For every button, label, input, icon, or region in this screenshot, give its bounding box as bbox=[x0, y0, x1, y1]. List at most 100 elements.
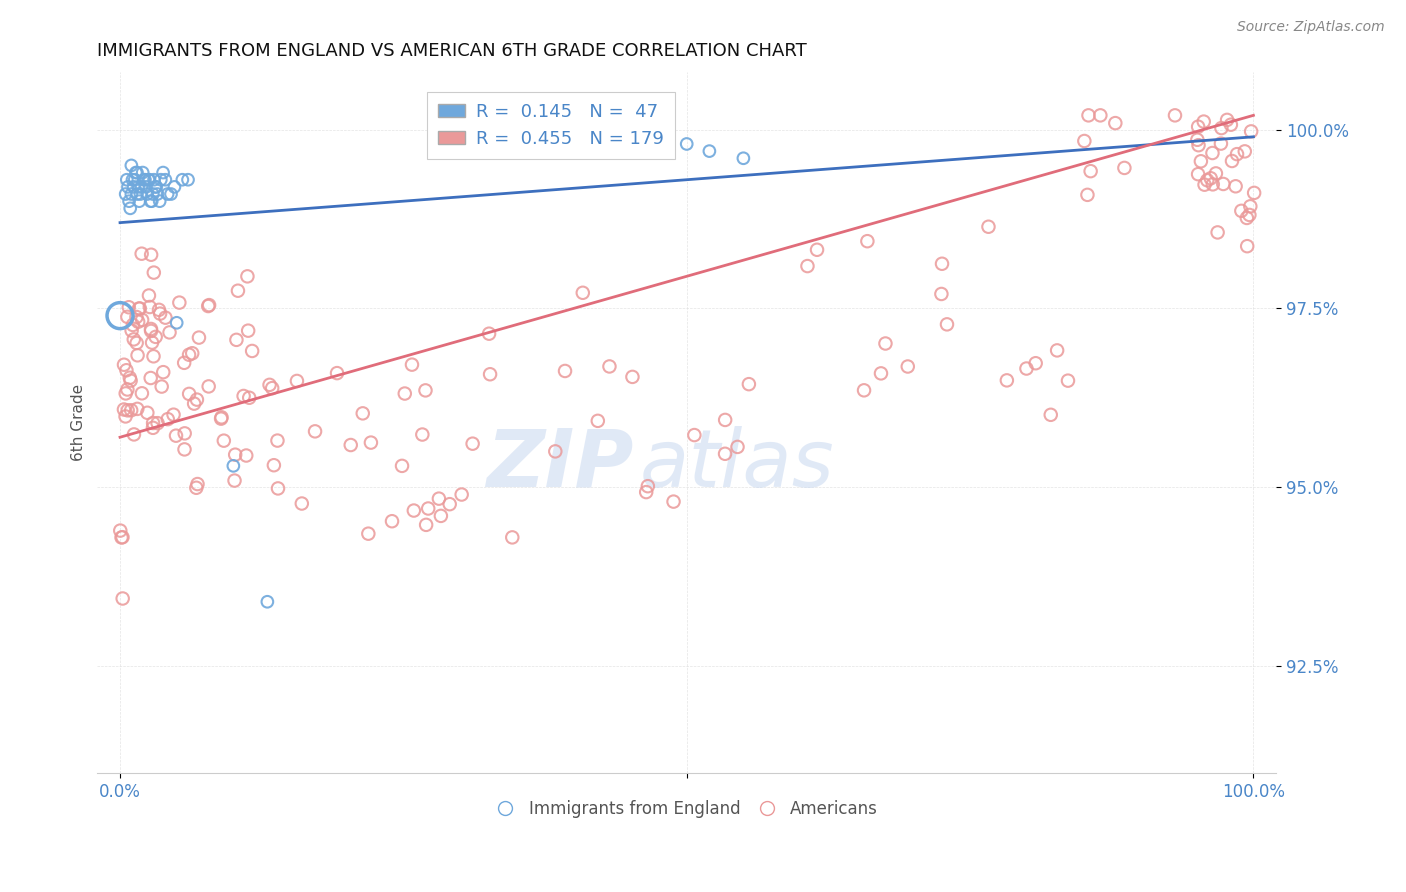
Point bbox=[714, 447, 737, 461]
Point bbox=[738, 377, 761, 392]
Point bbox=[125, 335, 148, 350]
Point bbox=[995, 373, 1018, 387]
Y-axis label: 6th Grade: 6th Grade bbox=[72, 384, 86, 461]
Point bbox=[263, 458, 285, 473]
Point bbox=[188, 330, 211, 344]
Point bbox=[141, 194, 163, 209]
Point bbox=[222, 458, 245, 473]
Point bbox=[128, 301, 150, 316]
Point bbox=[127, 180, 149, 194]
Point bbox=[132, 172, 155, 186]
Point bbox=[177, 348, 200, 362]
Point bbox=[931, 287, 953, 301]
Point bbox=[136, 187, 159, 202]
Point bbox=[128, 194, 150, 209]
Point bbox=[479, 368, 502, 382]
Point bbox=[115, 172, 138, 186]
Point bbox=[360, 435, 382, 450]
Point bbox=[236, 269, 259, 284]
Point bbox=[427, 491, 450, 506]
Point bbox=[165, 428, 187, 442]
Point bbox=[1202, 178, 1225, 192]
Point bbox=[224, 474, 246, 488]
Point bbox=[285, 374, 308, 388]
Point bbox=[262, 381, 284, 395]
Point bbox=[1090, 108, 1112, 122]
Point bbox=[122, 427, 145, 442]
Point bbox=[1197, 173, 1219, 187]
Point bbox=[110, 531, 132, 545]
Point bbox=[1209, 136, 1232, 151]
Point bbox=[1194, 178, 1216, 192]
Point bbox=[149, 194, 172, 209]
Point bbox=[291, 496, 314, 510]
Point bbox=[111, 530, 134, 544]
Point bbox=[1187, 120, 1209, 134]
Point bbox=[977, 219, 1000, 234]
Point bbox=[238, 391, 260, 405]
Point bbox=[326, 366, 349, 380]
Point bbox=[1189, 154, 1212, 169]
Point bbox=[118, 300, 141, 314]
Point bbox=[179, 387, 201, 401]
Point bbox=[727, 440, 749, 454]
Point bbox=[501, 530, 523, 544]
Point bbox=[155, 172, 177, 186]
Point bbox=[1015, 361, 1038, 376]
Point bbox=[1243, 186, 1265, 200]
Point bbox=[304, 425, 326, 439]
Point bbox=[145, 330, 167, 344]
Point bbox=[1187, 167, 1209, 181]
Point bbox=[225, 333, 247, 347]
Point bbox=[131, 165, 153, 179]
Point bbox=[1039, 408, 1062, 422]
Text: IMMIGRANTS FROM ENGLAND VS AMERICAN 6TH GRADE CORRELATION CHART: IMMIGRANTS FROM ENGLAND VS AMERICAN 6TH … bbox=[97, 42, 807, 60]
Point bbox=[621, 370, 644, 384]
Point bbox=[156, 412, 179, 426]
Point bbox=[173, 356, 195, 370]
Point bbox=[172, 172, 194, 186]
Point bbox=[115, 363, 138, 377]
Point bbox=[391, 458, 413, 473]
Point bbox=[1225, 179, 1247, 194]
Point bbox=[1205, 166, 1227, 180]
Point bbox=[121, 324, 143, 338]
Point bbox=[662, 494, 685, 508]
Point bbox=[159, 326, 181, 340]
Text: atlas: atlas bbox=[640, 426, 834, 504]
Point bbox=[117, 180, 139, 194]
Point bbox=[675, 136, 697, 151]
Point bbox=[401, 358, 423, 372]
Point bbox=[211, 410, 233, 425]
Point bbox=[125, 165, 148, 179]
Point bbox=[1239, 199, 1261, 213]
Point bbox=[853, 384, 876, 398]
Point bbox=[198, 298, 221, 312]
Point bbox=[120, 403, 142, 417]
Point bbox=[1076, 187, 1098, 202]
Point bbox=[118, 370, 141, 384]
Point bbox=[155, 310, 177, 325]
Point bbox=[875, 336, 897, 351]
Point bbox=[586, 414, 609, 428]
Point bbox=[733, 151, 755, 165]
Point bbox=[1199, 171, 1222, 186]
Text: Source: ZipAtlas.com: Source: ZipAtlas.com bbox=[1237, 20, 1385, 34]
Point bbox=[120, 158, 142, 172]
Point bbox=[554, 364, 576, 378]
Point bbox=[110, 524, 132, 538]
Point bbox=[149, 172, 172, 186]
Point bbox=[163, 180, 186, 194]
Point bbox=[156, 187, 179, 202]
Point bbox=[125, 187, 148, 202]
Point bbox=[117, 310, 139, 324]
Point bbox=[111, 591, 134, 606]
Point bbox=[235, 449, 257, 463]
Point bbox=[166, 316, 188, 330]
Point bbox=[796, 259, 818, 273]
Point bbox=[127, 401, 149, 416]
Point bbox=[112, 402, 135, 417]
Point bbox=[152, 165, 174, 179]
Point bbox=[181, 346, 204, 360]
Point bbox=[240, 343, 263, 358]
